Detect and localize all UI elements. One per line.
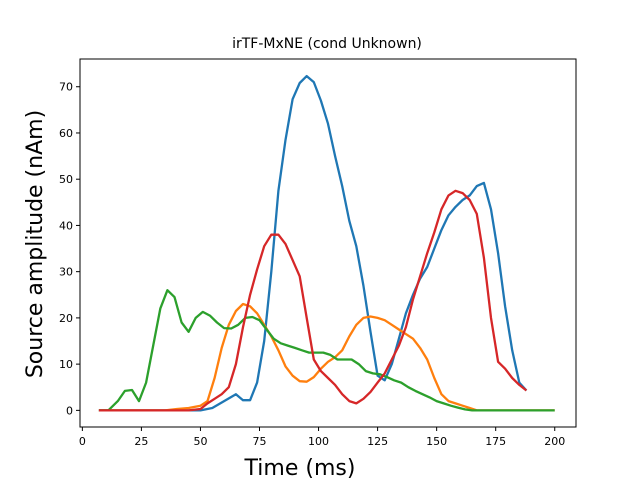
x-tick-label: 25	[134, 435, 148, 448]
series-lines	[98, 74, 555, 412]
chart-title: irTF-MxNE (cond Unknown)	[232, 36, 422, 52]
y-tick-label: 50	[59, 173, 73, 186]
y-tick-label: 60	[59, 127, 73, 140]
x-axis-ticks: 0 25 50 75 100 125 150 175 200	[79, 427, 565, 448]
plot-frame	[79, 58, 577, 428]
x-tick-label: 100	[308, 435, 329, 448]
series-line-1	[98, 74, 528, 412]
y-tick-label: 40	[59, 219, 73, 232]
x-tick-label: 125	[367, 435, 388, 448]
x-tick-label: 0	[79, 435, 86, 448]
y-axis-ticks: 0 10 20 30 40 50 60 70	[59, 81, 80, 417]
x-tick-label: 150	[426, 435, 447, 448]
y-tick-label: 10	[59, 358, 73, 371]
x-axis-label: Time (ms)	[244, 456, 356, 480]
x-tick-label: 50	[193, 435, 207, 448]
x-tick-label: 200	[544, 435, 565, 448]
y-tick-label: 0	[66, 404, 73, 417]
y-axis-label: Source amplitude (nAm)	[23, 110, 48, 378]
x-tick-label: 75	[253, 435, 267, 448]
y-tick-label: 70	[59, 81, 73, 94]
series-line-3	[98, 289, 555, 412]
x-tick-label: 175	[485, 435, 506, 448]
y-tick-label: 30	[59, 266, 73, 279]
y-tick-label: 20	[59, 312, 73, 325]
series-line-2	[98, 302, 555, 412]
series-line-4	[98, 189, 528, 412]
